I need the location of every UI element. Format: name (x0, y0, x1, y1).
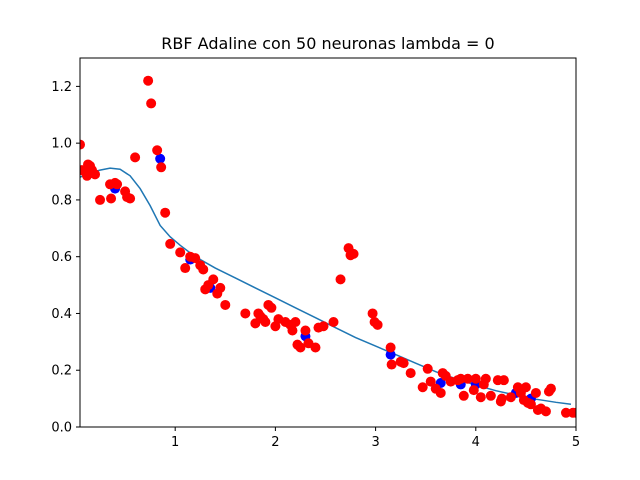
red-point (143, 75, 154, 86)
red-point (80, 139, 85, 150)
blue-point (155, 153, 166, 164)
red-point (470, 373, 481, 384)
red-point (90, 169, 101, 180)
red-point (328, 316, 339, 327)
red-point (435, 387, 446, 398)
red-point (95, 194, 106, 205)
red-point (290, 316, 301, 327)
red-point (106, 193, 117, 204)
y-tick-label: 0.4 (51, 307, 72, 322)
red-point (335, 274, 346, 285)
red-point (485, 390, 496, 401)
blue-point (385, 349, 396, 360)
red-point (458, 390, 469, 401)
x-tick-label: 3 (371, 435, 379, 450)
red-point (385, 342, 396, 353)
red-point (146, 98, 157, 109)
red-point (175, 247, 186, 258)
red-point (398, 358, 409, 369)
red-point (386, 359, 397, 370)
y-tick-label: 1.2 (51, 80, 72, 95)
red-point (310, 342, 321, 353)
red-point (318, 321, 329, 332)
red-point (266, 302, 277, 313)
plot-area (80, 75, 576, 418)
red-point (198, 264, 209, 275)
chart-title: RBF Adaline con 50 neuronas lambda = 0 (161, 34, 494, 53)
red-point (130, 152, 141, 163)
x-tick-label: 2 (271, 435, 279, 450)
red-point (260, 316, 271, 327)
red-point (520, 382, 531, 393)
red-point (372, 319, 383, 330)
red-point (530, 387, 541, 398)
y-tick-label: 0.0 (51, 421, 72, 436)
red-point (405, 368, 416, 379)
model-curve (80, 167, 572, 406)
y-tick-label: 0.6 (51, 250, 72, 265)
red-point (295, 342, 306, 353)
x-tick-label: 5 (572, 435, 580, 450)
red-point (240, 308, 251, 319)
x-tick-label: 1 (171, 435, 179, 450)
y-axis: 0.0 0.2 0.4 0.6 0.8 1.0 1.2 (51, 80, 80, 436)
red-point (475, 392, 486, 403)
x-tick-label: 4 (472, 435, 480, 450)
red-point (190, 253, 201, 264)
red-point (498, 375, 509, 386)
red-point (496, 393, 507, 404)
red-point (160, 207, 171, 218)
red-point (480, 373, 491, 384)
red-point (560, 407, 571, 418)
x-axis: 1 2 3 4 5 (171, 427, 580, 450)
y-tick-label: 1.0 (51, 137, 72, 152)
red-point (300, 325, 311, 336)
red-point (220, 299, 231, 310)
red-point (112, 179, 123, 190)
red-point (422, 363, 433, 374)
red-point (215, 282, 226, 293)
red-point (125, 193, 136, 204)
red-point (417, 382, 428, 393)
red-point (152, 145, 163, 156)
red-point (250, 318, 261, 329)
red-point (505, 392, 516, 403)
red-point (571, 407, 576, 418)
red-point (156, 162, 167, 173)
axes-frame (79, 57, 577, 428)
red-point (208, 274, 219, 285)
red-point (468, 385, 479, 396)
red-point (348, 248, 359, 259)
red-point (287, 325, 298, 336)
red-point (425, 376, 436, 387)
red-point (367, 308, 378, 319)
red-point (165, 238, 176, 249)
red-point (540, 406, 551, 417)
y-tick-label: 0.8 (51, 193, 72, 208)
y-tick-label: 0.2 (51, 364, 72, 379)
red-point (455, 373, 466, 384)
red-point (462, 373, 473, 384)
red-point (545, 383, 556, 394)
red-point (525, 399, 536, 410)
red-point (180, 263, 191, 274)
